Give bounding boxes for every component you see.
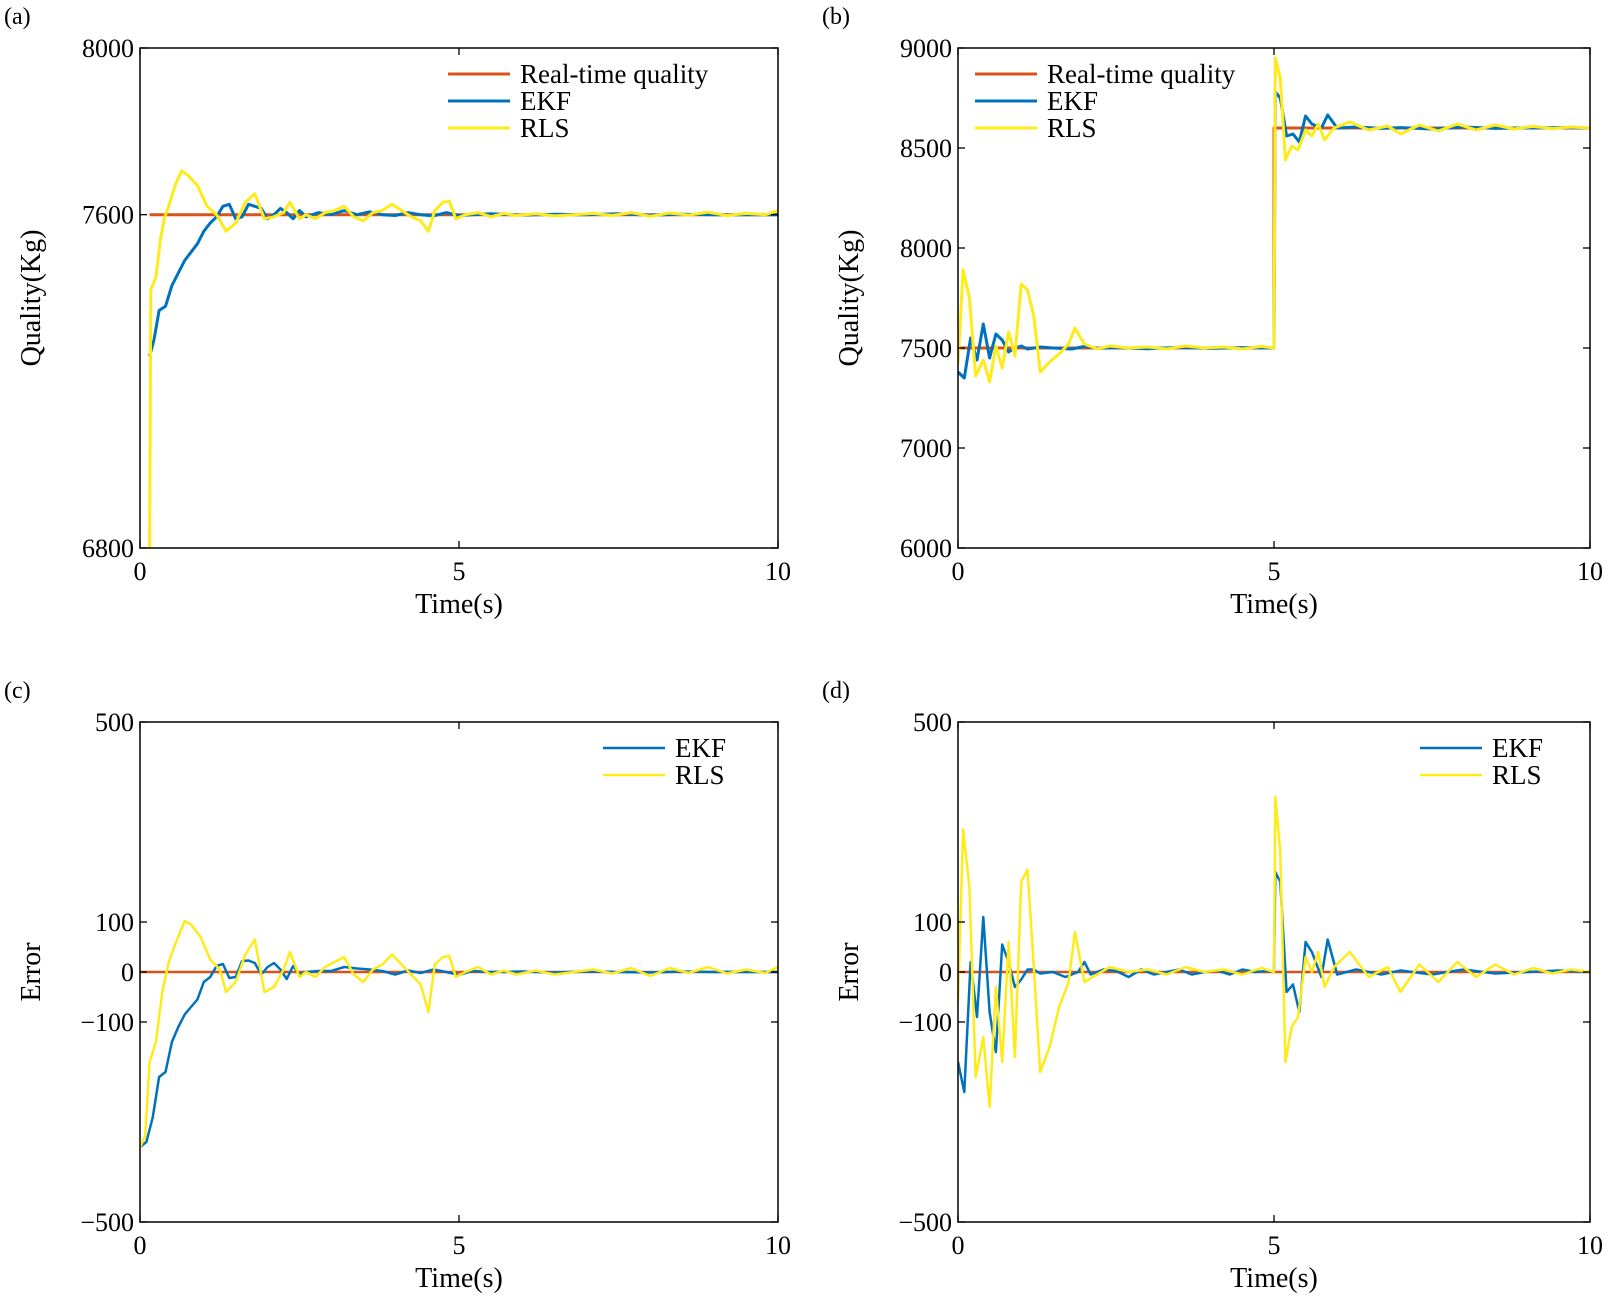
x-tick-label: 10 (1577, 1231, 1603, 1260)
y-tick-label: 500 (95, 708, 134, 737)
x-tick-label: 0 (952, 1231, 965, 1260)
legend-label-ekf: EKF (520, 86, 571, 116)
panel-label: (b) (822, 4, 850, 30)
y-tick-label: 0 (121, 958, 134, 987)
y-tick-label: 0 (939, 958, 952, 987)
series-line-ekf (148, 202, 778, 357)
y-tick-label: 7600 (82, 201, 134, 230)
x-tick-label: 5 (1268, 1231, 1281, 1260)
y-axis-label: Quality(Kg) (834, 230, 865, 367)
y-axis-label: Quality(Kg) (16, 230, 47, 367)
series-line-ekf (140, 959, 778, 1148)
y-tick-label: 6000 (900, 534, 952, 563)
y-tick-label: 7000 (900, 434, 952, 463)
legend-label-rls: RLS (675, 760, 725, 790)
y-axis-label: Error (834, 942, 865, 1002)
y-tick-label: 100 (95, 908, 134, 937)
panel-label: (c) (4, 678, 31, 704)
series-line-rls (958, 795, 1590, 1109)
x-tick-label: 5 (1268, 557, 1281, 586)
x-tick-label: 10 (1577, 557, 1603, 586)
legend-label-rls: RLS (520, 113, 570, 143)
legend-label-real: Real-time quality (1047, 59, 1236, 89)
y-tick-label: 8500 (900, 134, 952, 163)
x-tick-label: 5 (453, 1231, 466, 1260)
series-line-rls (140, 919, 778, 1148)
x-axis-label: Time(s) (1230, 1263, 1318, 1294)
panel-a-chart: 0 5 10 6800 7600 8000 Time(s) Quality(Kg) (a) Rea… (4, 4, 791, 620)
y-axis-label: Error (16, 942, 47, 1002)
series-line-rls (148, 169, 778, 548)
series-group (148, 169, 778, 548)
x-axis-label: Time(s) (1230, 589, 1318, 620)
plot-frame (139, 47, 779, 549)
x-axis-label: Time(s) (415, 589, 503, 620)
series-group (958, 56, 1590, 384)
legend-label-ekf: EKF (1047, 86, 1098, 116)
y-tick-label: 8000 (900, 234, 952, 263)
y-tick-label: −100 (80, 1008, 134, 1037)
x-tick-label: 10 (765, 557, 791, 586)
x-tick-label: 0 (952, 557, 965, 586)
y-tick-label: 7500 (900, 334, 952, 363)
series-group (958, 795, 1590, 1109)
legend-label-ekf: EKF (1492, 733, 1543, 763)
y-tick-label: −500 (80, 1208, 134, 1237)
y-tick-label: 500 (913, 708, 952, 737)
panel-b-chart: 0 5 10 6000 7000 7500 8000 8500 9000 Time(s) Quali… (822, 4, 1603, 620)
y-tick-label: 100 (913, 908, 952, 937)
series-line-ekf (958, 870, 1590, 1094)
legend-label-rls: RLS (1492, 760, 1542, 790)
x-tick-label: 0 (134, 557, 147, 586)
legend-label-real: Real-time quality (520, 59, 709, 89)
y-tick-label: 8000 (82, 34, 134, 63)
y-tick-label: 9000 (900, 34, 952, 63)
y-tick-label: 6800 (82, 534, 134, 563)
x-axis-label: Time(s) (415, 1263, 503, 1294)
y-tick-label: −500 (898, 1208, 952, 1237)
x-tick-label: 0 (134, 1231, 147, 1260)
series-line-rls (958, 56, 1590, 384)
y-tick-label: −100 (898, 1008, 952, 1037)
legend-label-ekf: EKF (675, 733, 726, 763)
panel-label: (d) (822, 678, 850, 704)
x-tick-label: 10 (765, 1231, 791, 1260)
legend-label-rls: RLS (1047, 113, 1097, 143)
panel-label: (a) (4, 4, 31, 30)
series-group (140, 919, 778, 1148)
x-tick-label: 5 (453, 557, 466, 586)
